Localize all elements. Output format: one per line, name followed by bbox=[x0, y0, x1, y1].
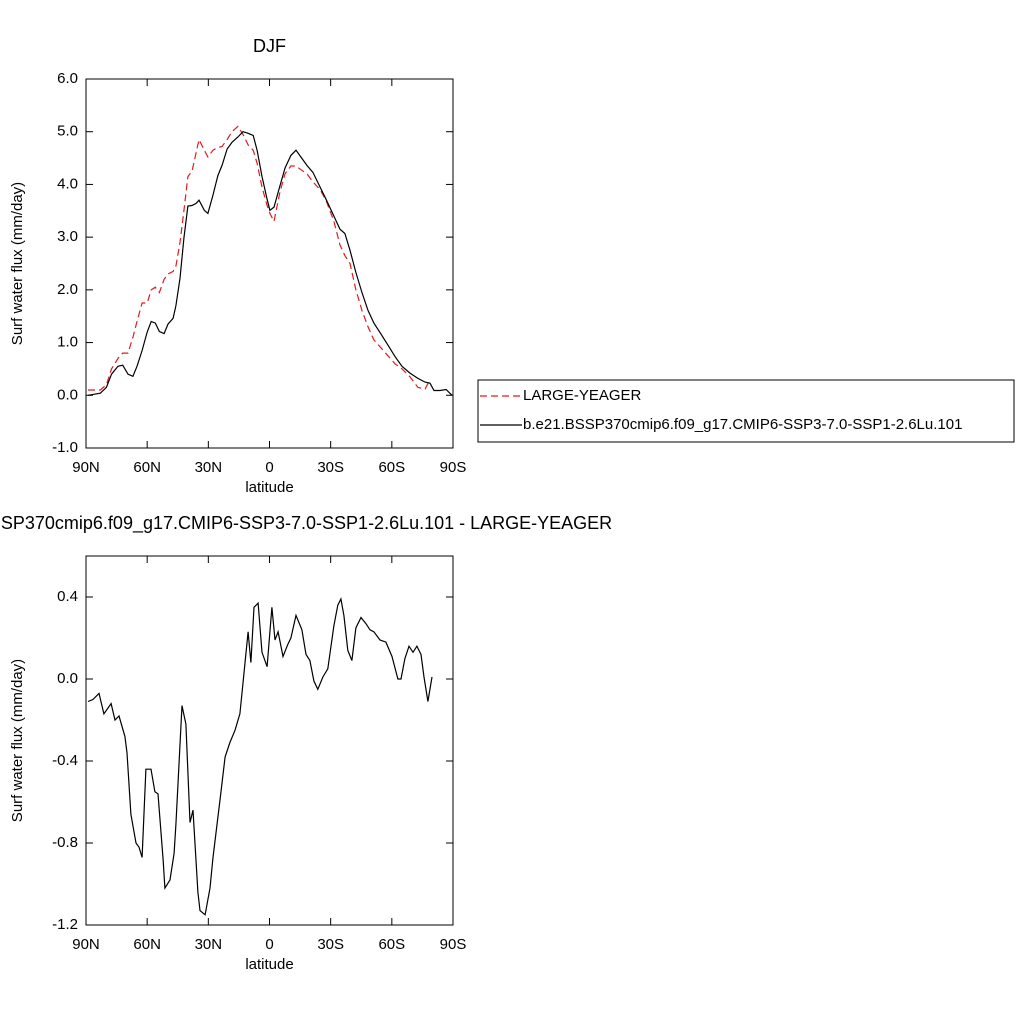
x-tick-label: 60S bbox=[378, 459, 405, 476]
x-tick-label: 0 bbox=[265, 459, 273, 476]
y-tick-label: -1.2 bbox=[52, 916, 78, 933]
y-tick-label: 0.4 bbox=[57, 588, 78, 605]
x-tick-label: 30S bbox=[317, 936, 344, 953]
x-tick-label: 90N bbox=[72, 936, 100, 953]
y-tick-label: -0.8 bbox=[52, 834, 78, 851]
y-tick-label: 4.0 bbox=[57, 175, 78, 192]
y-axis-label: Surf water flux (mm/day) bbox=[9, 182, 26, 345]
chart-title: b.e21.BSSP370cmip6.f09_g17.CMIP6-SSP3-7.… bbox=[0, 513, 612, 534]
data-line bbox=[87, 597, 433, 916]
data-line bbox=[88, 125, 431, 391]
y-axis-label: Surf water flux (mm/day) bbox=[9, 659, 26, 822]
y-tick-label: 0.0 bbox=[57, 386, 78, 403]
y-tick-label: -0.4 bbox=[52, 752, 78, 769]
x-axis-label: latitude bbox=[245, 956, 293, 973]
x-tick-label: 30N bbox=[195, 936, 223, 953]
y-tick-label: -1.0 bbox=[52, 439, 78, 456]
plot-frame bbox=[85, 78, 454, 449]
legend-label: b.e21.BSSP370cmip6.f09_g17.CMIP6-SSP3-7.… bbox=[523, 416, 962, 433]
y-tick-label: 1.0 bbox=[57, 334, 78, 351]
x-tick-label: 30S bbox=[317, 459, 344, 476]
x-tick-label: 90S bbox=[440, 459, 467, 476]
x-tick-label: 30N bbox=[195, 459, 223, 476]
chart-title: DJF bbox=[253, 36, 286, 56]
y-tick-label: 2.0 bbox=[57, 281, 78, 298]
x-tick-label: 90N bbox=[72, 459, 100, 476]
plot-frame bbox=[85, 555, 454, 926]
x-tick-label: 60N bbox=[133, 936, 161, 953]
y-tick-label: 0.0 bbox=[57, 670, 78, 687]
data-line bbox=[87, 131, 453, 396]
legend-label: LARGE-YEAGER bbox=[523, 387, 642, 404]
y-tick-label: 3.0 bbox=[57, 228, 78, 245]
legend-box bbox=[477, 379, 1015, 443]
x-tick-label: 60N bbox=[133, 459, 161, 476]
x-tick-label: 0 bbox=[265, 936, 273, 953]
x-axis-label: latitude bbox=[245, 479, 293, 496]
x-tick-label: 90S bbox=[440, 936, 467, 953]
y-tick-label: 6.0 bbox=[57, 70, 78, 87]
y-tick-label: 5.0 bbox=[57, 123, 78, 140]
x-tick-label: 60S bbox=[378, 936, 405, 953]
